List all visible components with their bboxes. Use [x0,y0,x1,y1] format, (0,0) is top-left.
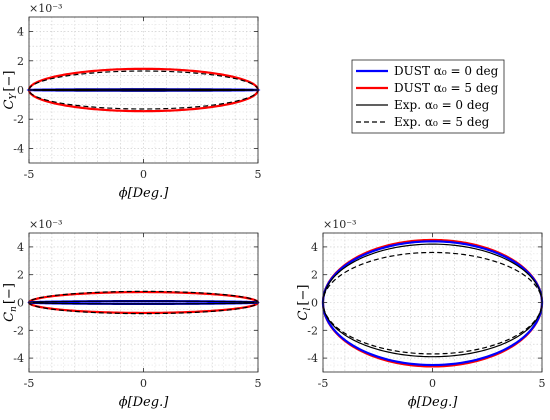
x-tick-label: -5 [24,377,35,390]
y-tick-label: -4 [13,142,24,155]
chart-panel-1: 4 2 0 -2 -4-5 0 5 ×10⁻³ ϕ[Deg.] CY[−] [2,2,262,201]
chart-panel-2: 4 2 0 -2 -4-5 0 5 ×10⁻³ ϕ[Deg.] Cn[−] [2,218,262,410]
y-tick-label: 2 [311,269,318,282]
y-exponent-label: ×10⁻³ [323,218,356,231]
y-tick-label: -2 [307,324,318,337]
x-tick-label: -5 [318,377,329,390]
y-tick-label: 4 [17,241,24,254]
x-tick-label: -5 [24,168,35,181]
y-exponent-label: ×10⁻³ [29,2,62,15]
y-exponent-label: ×10⁻³ [29,218,62,231]
x-axis-label: ϕ[Deg.] [119,186,170,201]
y-tick-label: 0 [17,84,24,97]
x-tick-label: 5 [255,377,262,390]
x-tick-label: 0 [429,377,436,390]
y-axis-label: CY[−] [2,71,19,110]
legend-entry-label: DUST α₀ = 5 deg [394,81,499,95]
legend: DUST α₀ = 0 deg DUST α₀ = 5 deg Exp. α₀ = … [351,59,505,134]
legend-box [351,59,505,134]
x-tick-label: 0 [140,168,147,181]
y-axis-label: Cl[−] [296,285,313,321]
y-tick-label: -4 [307,352,318,365]
x-tick-label: 5 [539,377,546,390]
y-tick-label: 2 [17,55,24,68]
y-tick-label: 0 [17,297,24,310]
legend-entry-label: Exp. α₀ = 0 deg [394,98,490,112]
y-tick-label: 2 [17,269,24,282]
y-tick-label: 0 [311,297,318,310]
x-tick-label: 5 [255,168,262,181]
chart-panel-3: 4 2 0 -2 -4-5 0 5 ×10⁻³ ϕ[Deg.] Cl[−] [296,218,546,410]
y-tick-label: 4 [311,241,318,254]
x-axis-label: ϕ[Deg.] [119,395,170,410]
y-tick-label: -2 [13,324,24,337]
y-axis-label: Cn[−] [2,283,19,322]
y-tick-label: -2 [13,113,24,126]
x-axis-label: ϕ[Deg.] [408,395,459,410]
y-tick-label: -4 [13,352,24,365]
legend-entry-label: DUST α₀ = 0 deg [394,64,499,78]
y-tick-label: 4 [17,26,24,39]
legend-entry-label: Exp. α₀ = 5 deg [394,115,490,129]
x-tick-label: 0 [140,377,147,390]
